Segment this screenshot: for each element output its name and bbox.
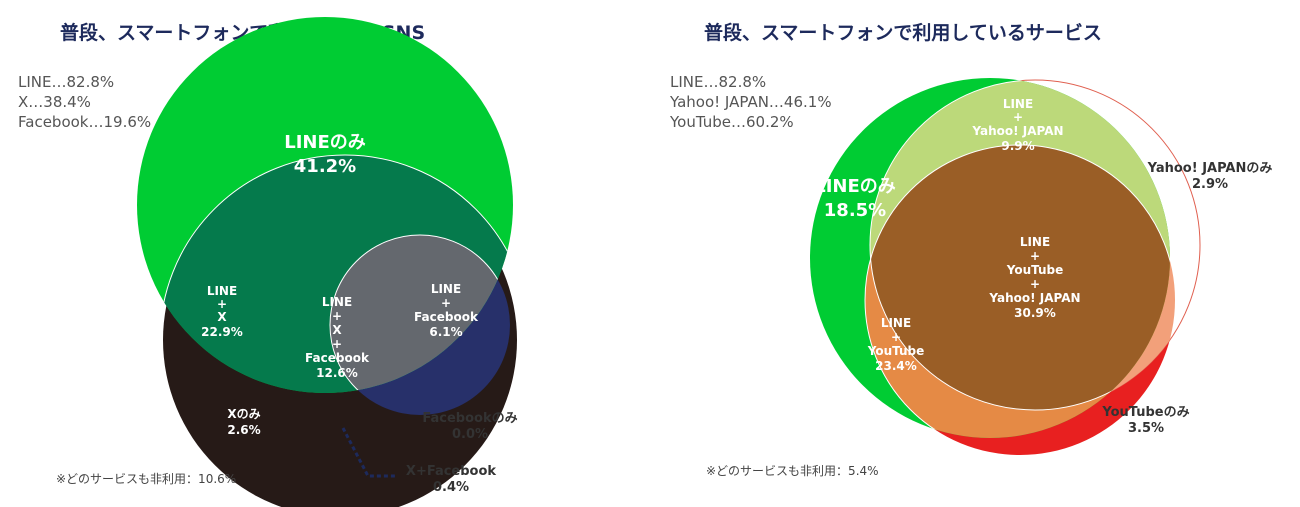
sns-total-facebook: Facebook…19.6% bbox=[18, 113, 152, 131]
label-yahoo-only-name: Yahoo! JAPANのみ bbox=[1147, 161, 1273, 176]
svg-text:+: + bbox=[1030, 249, 1040, 263]
label-x-facebook-value: 0.4% bbox=[433, 480, 469, 495]
label-x-only-name: Xのみ bbox=[227, 407, 260, 421]
svg-text:+: + bbox=[1030, 277, 1040, 291]
svg-text:X: X bbox=[332, 323, 342, 337]
label-svc-line-only-value: 18.5% bbox=[824, 200, 886, 221]
label-line-only-name: LINEのみ bbox=[284, 132, 366, 153]
svg-text:YouTube: YouTube bbox=[1006, 263, 1064, 277]
svg-text:X: X bbox=[217, 310, 227, 324]
venn-all-three-area bbox=[330, 235, 510, 393]
svg-text:Yahoo! JAPAN: Yahoo! JAPAN bbox=[988, 291, 1080, 305]
sns-venn: LINEのみ 41.2% LINE + X 22.9% LINE + X + F… bbox=[137, 17, 518, 507]
svg-text:YouTube: YouTube bbox=[867, 344, 925, 358]
svg-text:+: + bbox=[332, 309, 342, 323]
service-total-youtube: YouTube…60.2% bbox=[670, 113, 794, 131]
sns-none-note: ※どのサービスも非利用：10.6% bbox=[56, 472, 237, 486]
label-youtube-only-value: 3.5% bbox=[1128, 421, 1164, 436]
svg-text:Facebook: Facebook bbox=[305, 351, 370, 365]
label-line-facebook-value: 6.1% bbox=[429, 325, 462, 339]
label-line-yahoo-value: 9.9% bbox=[1001, 139, 1034, 153]
svg-text:Yahoo! JAPAN: Yahoo! JAPAN bbox=[971, 124, 1063, 138]
label-youtube-only-name: YouTubeのみ bbox=[1101, 405, 1189, 420]
label-svc-all-three-value: 30.9% bbox=[1014, 306, 1056, 320]
svg-text:LINE: LINE bbox=[431, 282, 461, 296]
label-line-x: LINE + X 22.9% bbox=[201, 284, 243, 339]
service-totals: LINE…82.8% Yahoo! JAPAN…46.1% YouTube…60… bbox=[670, 72, 832, 132]
svg-text:+: + bbox=[441, 296, 451, 310]
label-x-only-value: 2.6% bbox=[227, 423, 260, 437]
svg-text:+: + bbox=[217, 297, 227, 311]
label-svc-all-three: LINE + YouTube + Yahoo! JAPAN 30.9% bbox=[988, 235, 1080, 320]
label-line-only-value: 41.2% bbox=[294, 156, 356, 177]
svg-text:+: + bbox=[1013, 110, 1023, 124]
label-facebook-only-name: Facebookのみ bbox=[422, 411, 517, 426]
label-x-facebook-name: X+Facebook bbox=[406, 464, 496, 479]
label-line-yahoo: LINE + Yahoo! JAPAN 9.9% bbox=[971, 97, 1063, 153]
svg-text:LINE: LINE bbox=[881, 316, 911, 330]
sns-totals: LINE…82.8% X…38.4% Facebook…19.6% bbox=[18, 72, 151, 132]
venn-youtube-outline bbox=[864, 144, 1170, 438]
label-line-x-value: 22.9% bbox=[201, 325, 243, 339]
chart-title-services: 普段、スマートフォンで利用しているサービス bbox=[704, 22, 1102, 44]
label-line-youtube: LINE + YouTube 23.4% bbox=[867, 316, 925, 373]
svg-text:+: + bbox=[891, 330, 901, 344]
x-facebook-leader-line bbox=[341, 427, 396, 478]
venn-all-three-services-area bbox=[870, 145, 1170, 410]
label-line-facebook: LINE + Facebook 6.1% bbox=[414, 282, 479, 339]
svg-text:LINE: LINE bbox=[1003, 97, 1033, 111]
svg-text:LINE: LINE bbox=[207, 284, 237, 298]
svg-text:Facebook: Facebook bbox=[414, 310, 479, 324]
svg-text:LINE: LINE bbox=[322, 295, 352, 309]
label-line-youtube-value: 23.4% bbox=[875, 359, 917, 373]
service-total-yahoo: Yahoo! JAPAN…46.1% bbox=[670, 93, 832, 111]
label-all-three-value: 12.6% bbox=[316, 366, 358, 380]
service-venn: LINEのみ 18.5% LINE + Yahoo! JAPAN 9.9% Ya… bbox=[810, 78, 1272, 455]
service-total-line: LINE…82.8% bbox=[670, 73, 767, 91]
label-all-three: LINE + X + Facebook 12.6% bbox=[305, 295, 370, 380]
label-yahoo-only-value: 2.9% bbox=[1192, 177, 1228, 192]
service-none-note: ※どのサービスも非利用：5.4% bbox=[706, 464, 879, 478]
sns-total-x: X…38.4% bbox=[18, 93, 91, 111]
label-facebook-only-value: 0.0% bbox=[452, 427, 488, 442]
sns-total-line: LINE…82.8% bbox=[18, 73, 115, 91]
svg-text:LINE: LINE bbox=[1020, 235, 1050, 249]
svg-text:+: + bbox=[332, 337, 342, 351]
label-svc-line-only-name: LINEのみ bbox=[814, 176, 896, 197]
